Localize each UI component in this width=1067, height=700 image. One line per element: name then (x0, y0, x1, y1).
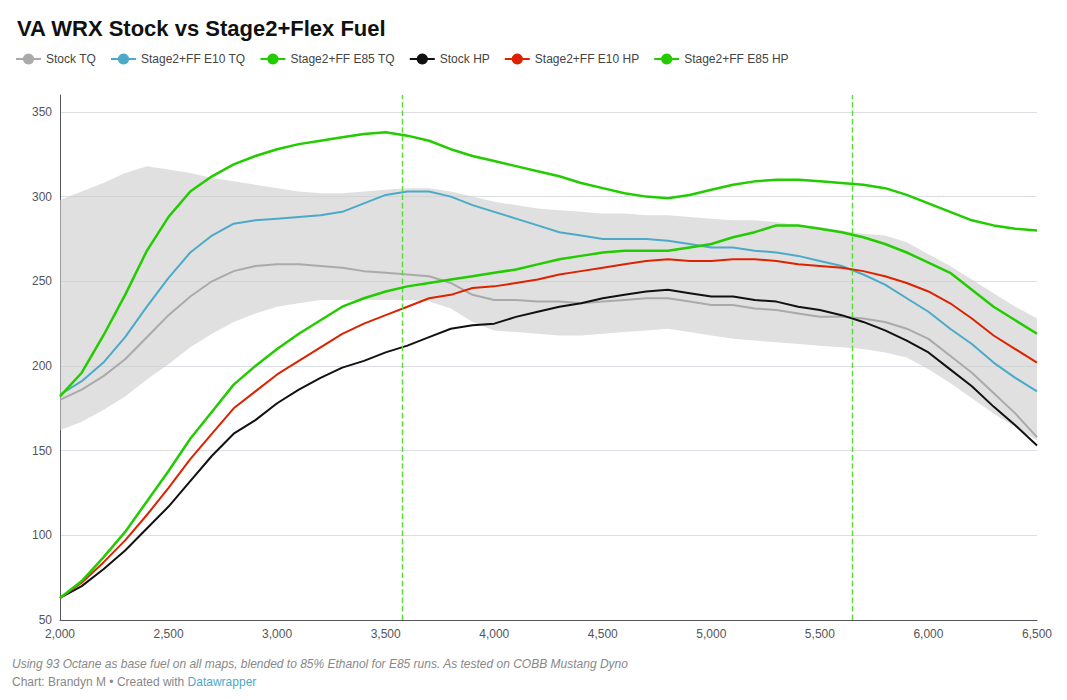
svg-text:5,000: 5,000 (696, 627, 726, 641)
svg-text:200: 200 (32, 359, 52, 373)
svg-text:3,000: 3,000 (262, 627, 292, 641)
svg-text:Stage2+FF E10 HP: Stage2+FF E10 HP (535, 52, 639, 66)
svg-text:5,500: 5,500 (805, 627, 835, 641)
svg-text:6,000: 6,000 (913, 627, 943, 641)
svg-text:4,000: 4,000 (479, 627, 509, 641)
svg-text:2,500: 2,500 (154, 627, 184, 641)
svg-text:Chart: Brandyn M • Created wit: Chart: Brandyn M • Created with (12, 675, 188, 689)
svg-text:300: 300 (32, 190, 52, 204)
svg-text:50: 50 (39, 613, 53, 627)
svg-text:3,500: 3,500 (371, 627, 401, 641)
svg-text:Stock HP: Stock HP (440, 52, 490, 66)
svg-text:Stage2+FF E85 TQ: Stage2+FF E85 TQ (290, 52, 394, 66)
svg-text:Using 93 Octane as base fuel o: Using 93 Octane as base fuel on all maps… (12, 657, 628, 671)
svg-text:250: 250 (32, 274, 52, 288)
svg-text:Stage2+FF E85 HP: Stage2+FF E85 HP (684, 52, 788, 66)
svg-text:2,000: 2,000 (45, 627, 75, 641)
svg-text:350: 350 (32, 105, 52, 119)
svg-text:100: 100 (32, 528, 52, 542)
svg-text:Datawrapper: Datawrapper (188, 675, 257, 689)
svg-text:Stock TQ: Stock TQ (46, 52, 96, 66)
svg-text:6,500: 6,500 (1022, 627, 1052, 641)
svg-text:150: 150 (32, 444, 52, 458)
svg-text:4,500: 4,500 (588, 627, 618, 641)
svg-text:Stage2+FF E10 TQ: Stage2+FF E10 TQ (141, 52, 245, 66)
svg-text:VA WRX Stock vs Stage2+Flex Fu: VA WRX Stock vs Stage2+Flex Fuel (17, 16, 386, 41)
